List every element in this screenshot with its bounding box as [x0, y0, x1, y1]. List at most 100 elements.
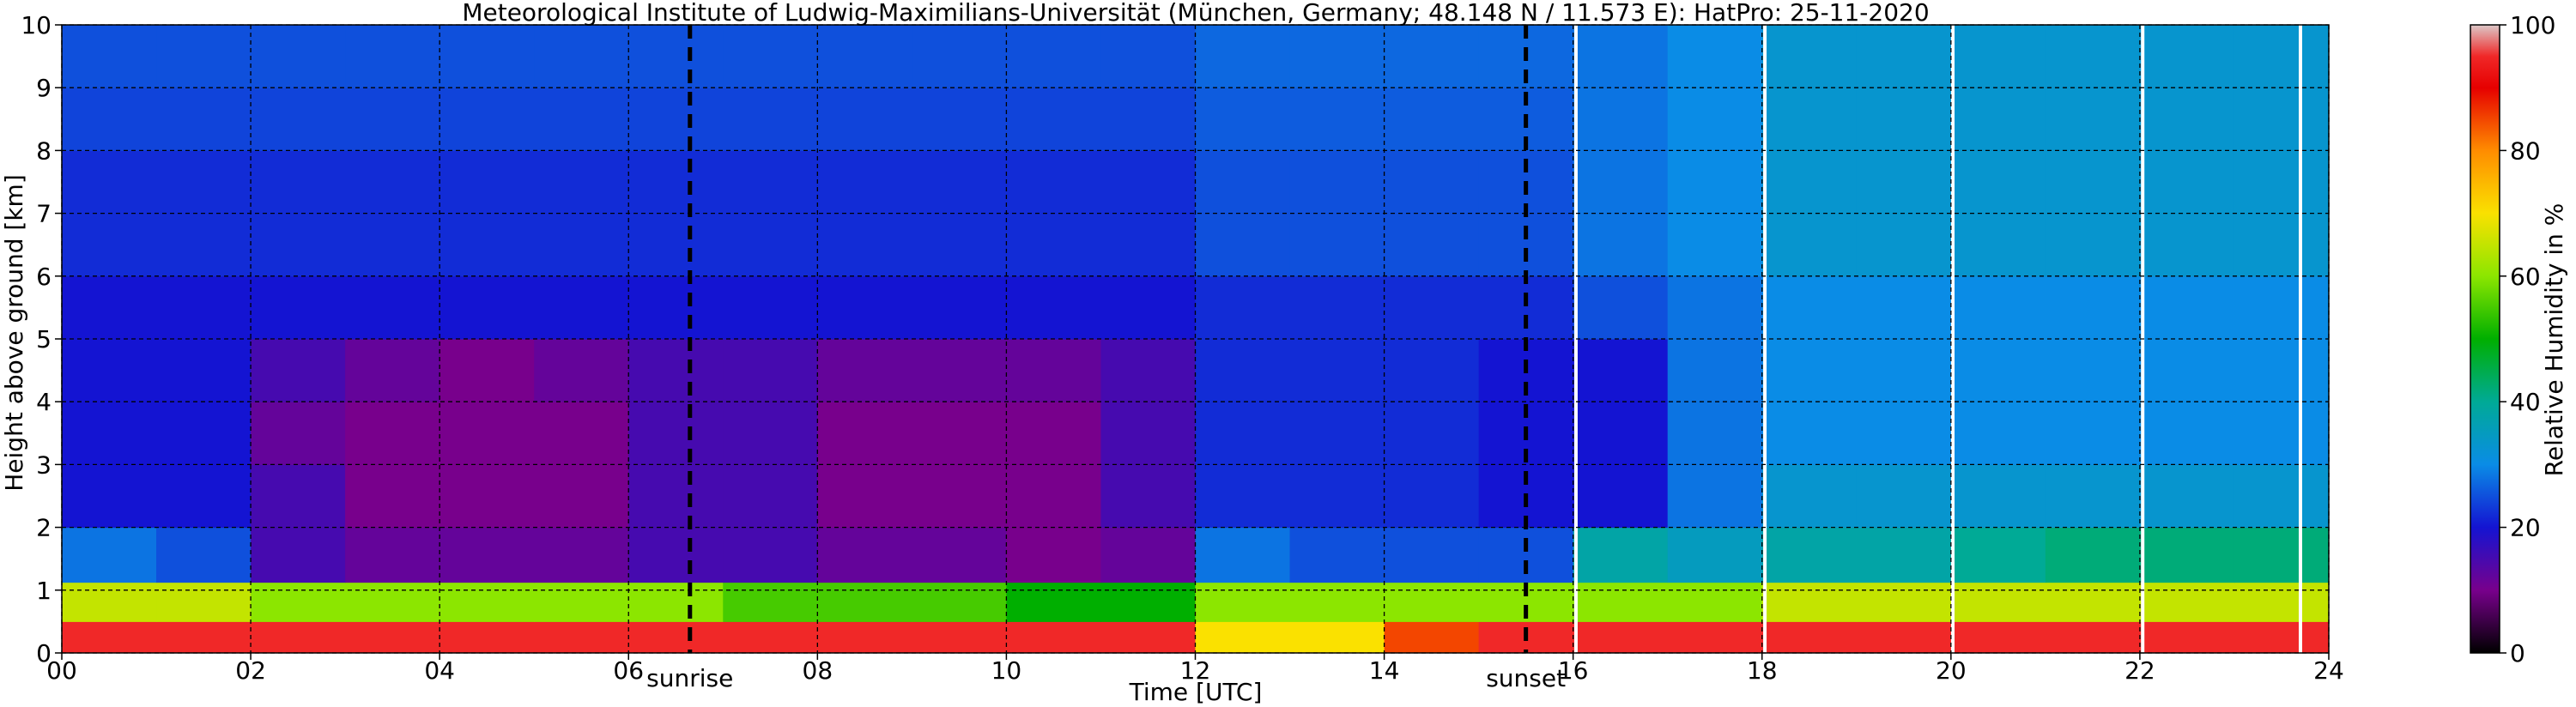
heatmap-cell [628, 527, 724, 583]
heatmap-cell [1289, 527, 1385, 583]
x-tick-label: 04 [424, 656, 455, 685]
y-tick-label: 1 [36, 577, 52, 605]
heatmap-cell [1100, 464, 1196, 529]
heatmap-cell [1006, 339, 1101, 402]
heatmap-cell [534, 339, 629, 402]
heatmap-cell [534, 150, 629, 215]
heatmap-cell [628, 339, 724, 402]
heatmap-cell [1667, 150, 1763, 215]
heatmap-cell [156, 527, 252, 583]
heatmap-cell [1761, 464, 1858, 529]
heatmap-cell [439, 275, 535, 340]
heatmap-cell [345, 88, 440, 151]
heatmap-cell [1761, 402, 1858, 465]
heatmap-cell [251, 88, 346, 151]
heatmap-cell [2139, 150, 2235, 215]
heatmap-cell [1950, 150, 2046, 215]
y-tick-label: 9 [36, 74, 52, 102]
heatmap-cell [2234, 88, 2330, 151]
heatmap-cell [1856, 339, 1952, 402]
y-tick-label: 10 [21, 11, 52, 39]
heatmap-cell [345, 213, 440, 277]
heatmap-cell [1289, 402, 1385, 465]
heatmap-cell [1856, 527, 1952, 583]
heatmap-cell [1667, 213, 1763, 277]
heatmap-cell [156, 25, 252, 88]
x-tick-label: 22 [2124, 656, 2155, 685]
heatmap-cell [723, 527, 818, 583]
heatmap-cell [2139, 88, 2235, 151]
heatmap-cell [2234, 339, 2330, 402]
heatmap-cell [345, 339, 440, 402]
y-tick-label: 8 [36, 136, 52, 165]
x-tick-label: 02 [235, 656, 266, 685]
heatmap-cell [251, 402, 346, 465]
heatmap-cell [2234, 582, 2330, 622]
heatmap-cell [817, 582, 912, 622]
heatmap-cell [1761, 621, 1858, 654]
x-tick-label: 06 [613, 656, 644, 685]
heatmap-cell [1100, 621, 1196, 654]
heatmap-cell [2045, 464, 2141, 529]
heatmap-cell [1761, 275, 1858, 340]
x-axis-ticks: 00 02 04 06 08 10 12 14 16 18 20 22 24 [46, 653, 2344, 685]
heatmap-cell [1856, 150, 1952, 215]
heatmap-cell [817, 621, 912, 654]
heatmap-cell [1761, 339, 1858, 402]
heatmap-cell [2045, 621, 2141, 654]
heatmap-cell [1950, 582, 2046, 622]
heatmap-cell [1195, 582, 1291, 622]
heatmap-cell [439, 339, 535, 402]
heatmap-cell [2045, 582, 2141, 622]
heatmap-cell [534, 88, 629, 151]
heatmap-cell [2234, 464, 2330, 529]
heatmap-cell [1573, 464, 1669, 529]
heatmap-cell [1195, 213, 1291, 277]
heatmap-cell [251, 213, 346, 277]
heatmap-cell [1667, 582, 1763, 622]
heatmap-cell [345, 621, 440, 654]
heatmap-cell [628, 402, 724, 465]
heatmap-cell [1667, 621, 1763, 654]
heatmap-cell [723, 582, 818, 622]
heatmap-cell [1100, 402, 1196, 465]
heatmap-cell [156, 621, 252, 654]
x-tick-label: 24 [2313, 656, 2344, 685]
heatmap-cell [2045, 213, 2141, 277]
heatmap-cell [1100, 275, 1196, 340]
heatmap-cell [1856, 88, 1952, 151]
heatmap-cell [1195, 339, 1291, 402]
heatmap-cell [1195, 275, 1291, 340]
heatmap-cell [62, 213, 157, 277]
heatmap-cell [345, 464, 440, 529]
heatmap-cell [1384, 213, 1480, 277]
heatmap-cell [251, 339, 346, 402]
heatmap-cell [628, 582, 724, 622]
heatmap-cell [1006, 464, 1101, 529]
heatmap-cell [1195, 88, 1291, 151]
colorbar-tick-label: 80 [2510, 136, 2541, 165]
heatmap-cell [1006, 275, 1101, 340]
heatmap-cell [2045, 275, 2141, 340]
heatmap-cell [2234, 402, 2330, 465]
heatmap-cell [1195, 527, 1291, 583]
heatmap-cell [1856, 582, 1952, 622]
heatmap-cell [1761, 25, 1858, 88]
heatmap-cell [156, 275, 252, 340]
heatmap-cell [1100, 25, 1196, 88]
heatmap-cell [1384, 275, 1480, 340]
heatmap-cell [912, 621, 1007, 654]
colorbar-tick-label: 20 [2510, 514, 2541, 542]
heatmap-cell [439, 213, 535, 277]
heatmap-cell [817, 339, 912, 402]
heatmap-cell [1950, 213, 2046, 277]
annotation-label-sunrise: sunrise [646, 664, 733, 692]
heatmap-cell [1950, 275, 2046, 340]
y-tick-label: 3 [36, 450, 52, 479]
heatmap-cell [1856, 275, 1952, 340]
heatmap-cell [345, 527, 440, 583]
heatmap-cell [1667, 275, 1763, 340]
heatmap-cell [251, 621, 346, 654]
heatmap-cell [817, 527, 912, 583]
heatmap-cell [2139, 213, 2235, 277]
